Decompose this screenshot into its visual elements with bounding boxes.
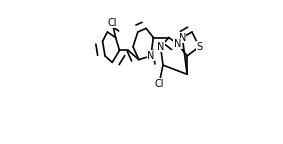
Text: N: N bbox=[179, 33, 186, 42]
Text: N: N bbox=[147, 51, 155, 61]
Text: N: N bbox=[157, 42, 164, 52]
Text: Cl: Cl bbox=[108, 18, 117, 28]
Text: S: S bbox=[196, 42, 202, 52]
Text: N: N bbox=[174, 39, 181, 49]
Text: Cl: Cl bbox=[154, 78, 164, 89]
